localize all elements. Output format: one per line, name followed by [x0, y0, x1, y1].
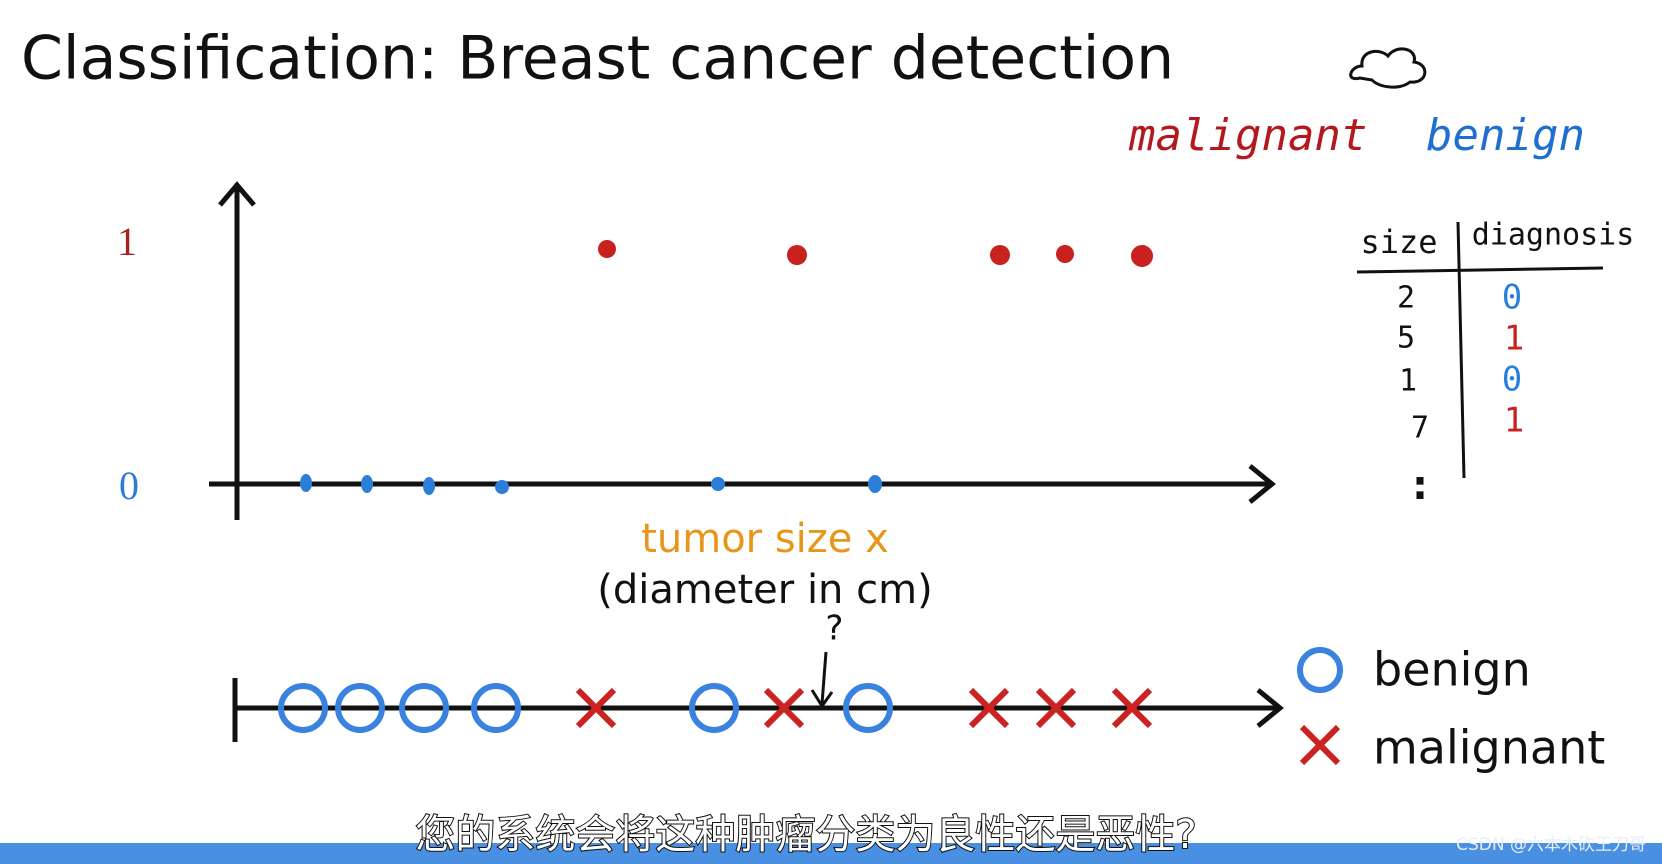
- question-arrow: [810, 651, 834, 709]
- point: [990, 245, 1010, 265]
- cross: [968, 687, 1010, 729]
- x-sublabel: (diameter in cm): [597, 567, 932, 613]
- diagnosis-cell: 0: [1502, 360, 1522, 400]
- x-arrow: [1248, 464, 1276, 504]
- question-mark: ?: [824, 609, 844, 649]
- table-more: :: [1412, 463, 1428, 509]
- benign-circles: [278, 683, 893, 733]
- y-arrow: [218, 181, 256, 207]
- size-cell: 1: [1399, 364, 1417, 399]
- diagnosis-cell: 1: [1504, 401, 1524, 441]
- table-divider: [1456, 221, 1466, 479]
- point: [787, 245, 807, 265]
- cross: [1111, 687, 1153, 729]
- size-cell: 5: [1397, 321, 1415, 356]
- y-high-label: 1: [117, 219, 137, 264]
- legend-benign: benign: [1373, 643, 1531, 697]
- axes: [209, 181, 1276, 520]
- point: [598, 240, 616, 258]
- benign-points: [300, 474, 882, 495]
- point: [361, 475, 373, 493]
- size-cell: 7: [1411, 411, 1429, 446]
- cross: [763, 687, 805, 729]
- legend-cross: [1299, 724, 1341, 766]
- legend-malignant: malignant: [1373, 721, 1605, 775]
- point: [1056, 245, 1074, 263]
- watermark: CSDN @六本木砍王刀哥: [1456, 835, 1646, 855]
- cross: [575, 687, 617, 729]
- x-label: tumor size x: [641, 516, 889, 562]
- point: [868, 475, 882, 493]
- line-arrow: [1256, 688, 1284, 728]
- progress-bar: [0, 843, 1662, 864]
- circle: [689, 683, 739, 733]
- slide-title: Classification: Breast cancer detection: [21, 24, 1174, 94]
- table-header: diagnosis: [1472, 218, 1635, 253]
- point: [423, 477, 435, 495]
- table-header: size: [1360, 223, 1437, 261]
- point: [300, 474, 312, 492]
- line-axis: [232, 678, 1284, 742]
- malignant-points: [598, 240, 1153, 267]
- benign-label: benign: [1426, 110, 1585, 161]
- point: [1131, 245, 1153, 267]
- circle: [399, 683, 449, 733]
- malignant-crosses: [575, 687, 1153, 729]
- diagnosis-cell: 0: [1502, 278, 1522, 318]
- point: [495, 480, 509, 494]
- table-rule: [1356, 266, 1604, 274]
- circle: [471, 683, 521, 733]
- cloud-icon: [1349, 47, 1427, 89]
- y-low-label: 0: [119, 463, 139, 508]
- circle: [278, 683, 328, 733]
- data-table: size diagnosis 2 0 5 1 1 0 7 1 :: [1356, 218, 1635, 509]
- circle: [335, 683, 385, 733]
- cross: [1035, 687, 1077, 729]
- point: [711, 477, 725, 491]
- circle: [843, 683, 893, 733]
- size-cell: 2: [1397, 281, 1415, 316]
- diagnosis-cell: 1: [1504, 319, 1524, 359]
- subtitle: 您的系统会将这种肿瘤分类为良性还是恶性?: [415, 812, 1196, 858]
- malignant-label: malignant: [1128, 110, 1367, 161]
- legend-circle: [1297, 647, 1343, 693]
